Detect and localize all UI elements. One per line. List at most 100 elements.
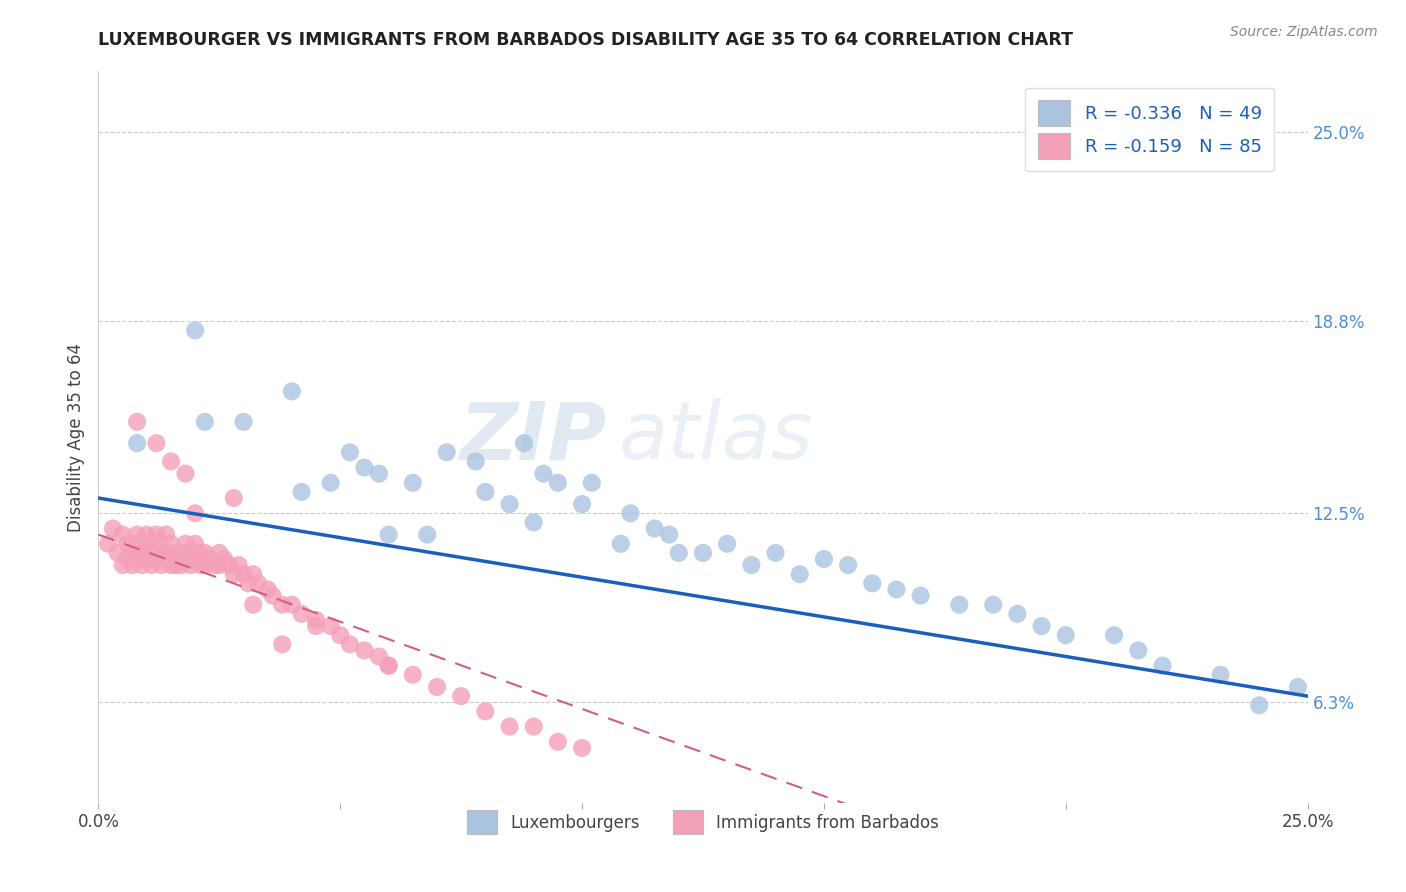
Point [416, 527, 439, 541]
Point [450, 689, 472, 703]
Point [174, 552, 197, 566]
Point [194, 558, 217, 573]
Point [281, 598, 304, 612]
Point [208, 546, 231, 560]
Point [305, 613, 328, 627]
Point [290, 485, 312, 500]
Point [155, 546, 177, 560]
Point [1102, 628, 1125, 642]
Point [981, 598, 1004, 612]
Point [402, 667, 425, 682]
Point [222, 491, 245, 505]
Point [121, 546, 143, 560]
Point [610, 537, 633, 551]
Point [165, 546, 187, 560]
Point [644, 521, 666, 535]
Point [1152, 658, 1174, 673]
Point [238, 576, 260, 591]
Point [232, 415, 254, 429]
Point [262, 589, 284, 603]
Point [184, 537, 207, 551]
Point [141, 546, 163, 560]
Point [150, 558, 173, 573]
Y-axis label: Disability Age 35 to 64: Disability Age 35 to 64 [66, 343, 84, 532]
Point [174, 537, 197, 551]
Point [218, 558, 240, 573]
Point [860, 576, 883, 591]
Point [271, 637, 294, 651]
Text: LUXEMBOURGER VS IMMIGRANTS FROM BARBADOS DISABILITY AGE 35 TO 64 CORRELATION CHA: LUXEMBOURGER VS IMMIGRANTS FROM BARBADOS… [98, 31, 1073, 49]
Point [426, 680, 449, 694]
Point [1286, 680, 1309, 694]
Point [368, 467, 391, 481]
Point [513, 436, 536, 450]
Point [813, 552, 835, 566]
Point [377, 658, 399, 673]
Point [145, 436, 167, 450]
Point [692, 546, 714, 560]
Point [179, 546, 201, 560]
Point [194, 546, 217, 560]
Legend: Luxembourgers, Immigrants from Barbados: Luxembourgers, Immigrants from Barbados [456, 798, 950, 846]
Point [107, 546, 129, 560]
Point [290, 607, 312, 621]
Point [281, 384, 304, 399]
Point [436, 445, 458, 459]
Point [547, 475, 569, 490]
Point [155, 527, 177, 541]
Point [353, 460, 375, 475]
Point [121, 558, 143, 573]
Point [319, 619, 342, 633]
Point [523, 720, 546, 734]
Point [1249, 698, 1271, 713]
Point [228, 558, 250, 573]
Point [169, 546, 191, 560]
Point [204, 558, 226, 573]
Point [184, 323, 207, 337]
Point [353, 643, 375, 657]
Point [184, 552, 207, 566]
Point [498, 720, 520, 734]
Point [523, 516, 546, 530]
Point [184, 506, 207, 520]
Point [117, 552, 139, 566]
Point [547, 735, 569, 749]
Point [141, 558, 163, 573]
Point [377, 658, 399, 673]
Point [127, 527, 149, 541]
Point [160, 552, 183, 566]
Point [222, 567, 245, 582]
Point [619, 506, 641, 520]
Point [716, 537, 738, 551]
Point [740, 558, 762, 573]
Point [242, 598, 264, 612]
Point [329, 628, 352, 642]
Text: ZIP: ZIP [458, 398, 606, 476]
Point [174, 467, 197, 481]
Point [319, 475, 342, 490]
Point [948, 598, 970, 612]
Point [368, 649, 391, 664]
Point [1054, 628, 1077, 642]
Point [837, 558, 859, 573]
Point [910, 589, 932, 603]
Point [131, 546, 153, 560]
Point [581, 475, 603, 490]
Point [886, 582, 908, 597]
Point [765, 546, 787, 560]
Point [145, 527, 167, 541]
Point [474, 705, 496, 719]
Point [160, 537, 183, 551]
Point [198, 552, 221, 566]
Point [127, 537, 149, 551]
Point [256, 582, 278, 597]
Point [232, 567, 254, 582]
Point [1128, 643, 1150, 657]
Point [658, 527, 681, 541]
Point [111, 558, 134, 573]
Point [160, 558, 183, 573]
Point [571, 497, 593, 511]
Point [1209, 667, 1232, 682]
Point [474, 485, 496, 500]
Point [402, 475, 425, 490]
